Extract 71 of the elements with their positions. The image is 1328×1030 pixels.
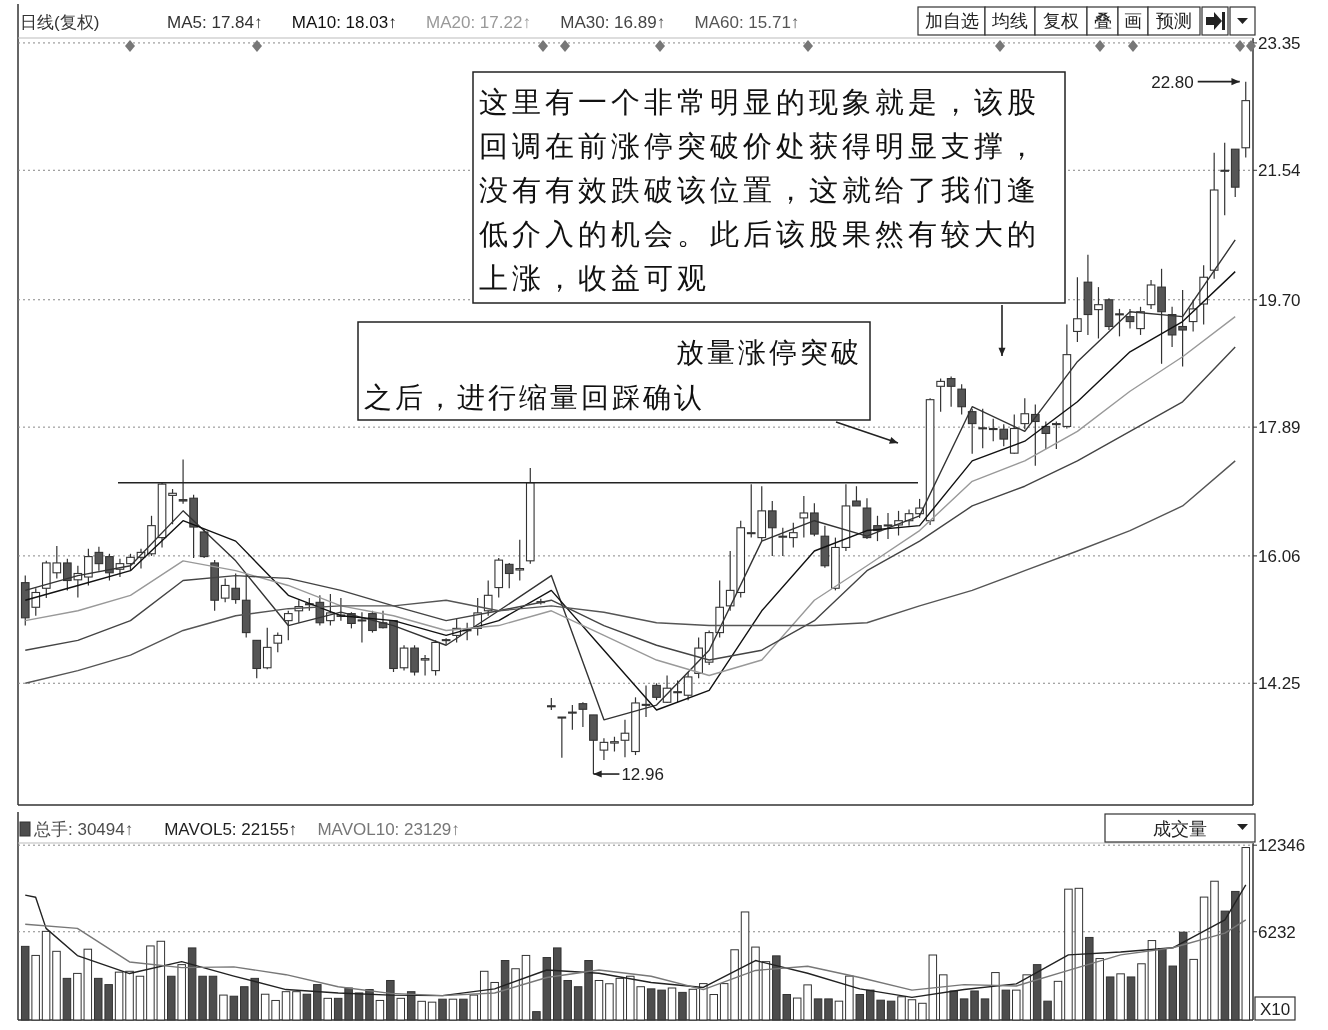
text: MA10: 18.03↑ [291, 12, 397, 32]
text: MA60: 15.71↑ [694, 12, 800, 32]
candlestick [641, 684, 651, 718]
line-series [24, 884, 1247, 999]
candlestick [1073, 276, 1082, 343]
annotation: 这里有一个非常明显的现象就是，该股回调在前涨停突破价处获得明显支撑，没有有效跌破该位置，这就给了我们逢低介入的机会。此后该股果然有较大的上涨，收益可观 [479, 86, 1040, 294]
text: MAVOL10: 23129↑ [317, 819, 460, 839]
candlestick [1020, 397, 1030, 430]
candlestick [967, 408, 977, 455]
candlestick [1094, 286, 1103, 340]
candlestick [273, 632, 283, 653]
line-series [24, 919, 1247, 997]
candlestick [620, 719, 630, 758]
text: 画 [1124, 11, 1142, 32]
candlestick [1188, 299, 1198, 333]
candlestick [262, 627, 272, 670]
text: MAVOL5: 22155↑ [164, 819, 298, 839]
annotation: 放量涨停突破之后，进行缩量回踩确认 [364, 337, 862, 413]
candlestick [568, 704, 577, 731]
candlestick [978, 408, 988, 449]
candlestick [810, 502, 819, 537]
text: 预测 [1156, 11, 1192, 32]
candlestick [788, 522, 798, 549]
candlestick [441, 637, 451, 646]
candlestick [578, 701, 588, 728]
y-tick-label: 19.70 [1258, 290, 1301, 310]
y-tick-label: 23.35 [1258, 33, 1301, 53]
candlestick [852, 485, 861, 507]
candlestick [599, 737, 609, 761]
text: MA20: 17.22↑ [426, 12, 531, 32]
candlestick [957, 383, 966, 416]
candlestick [399, 644, 409, 672]
text: X10 [1259, 999, 1291, 1019]
y-tick-label: 21.54 [1258, 161, 1301, 181]
text: 复权 [1043, 11, 1079, 32]
y-tick-label: 12346 [1258, 836, 1306, 856]
annotation: 12.96 [621, 764, 664, 784]
candlestick [883, 512, 893, 540]
candlestick [410, 644, 419, 677]
candlestick [799, 495, 809, 539]
line-series [24, 460, 1236, 684]
candlestick [1125, 308, 1135, 330]
text: 均线 [991, 11, 1028, 32]
candlestick [767, 500, 777, 557]
text: MA30: 16.89↑ [560, 12, 666, 32]
candlestick [1220, 142, 1230, 216]
candlestick [1115, 308, 1124, 337]
text: 成交量 [1153, 819, 1207, 840]
candlestick [483, 579, 493, 617]
candlestick [1041, 420, 1051, 450]
candlestick [946, 375, 956, 408]
candlestick [936, 377, 945, 413]
candlestick [105, 553, 114, 582]
y-tick-label: 6232 [1258, 922, 1296, 942]
y-tick-label: 16.06 [1258, 546, 1301, 566]
candlestick [778, 527, 788, 557]
chart-title: 日线(复权) [20, 12, 100, 32]
y-tick-label: 17.89 [1258, 418, 1301, 438]
candlestick [283, 610, 293, 641]
candlestick [683, 671, 693, 701]
candlestick [1146, 279, 1156, 310]
candlestick [168, 488, 177, 525]
text: MA5: 17.84↑ [167, 12, 263, 32]
annotation: 22.80 [1151, 72, 1194, 92]
candlestick [1136, 306, 1145, 336]
text: 叠 [1093, 11, 1112, 32]
candlestick [357, 611, 367, 644]
text: 加自选 [924, 11, 979, 32]
legend-label: 总手: 30494↑ [33, 819, 134, 839]
y-tick-label: 14.25 [1258, 674, 1301, 694]
candlestick [557, 716, 567, 759]
